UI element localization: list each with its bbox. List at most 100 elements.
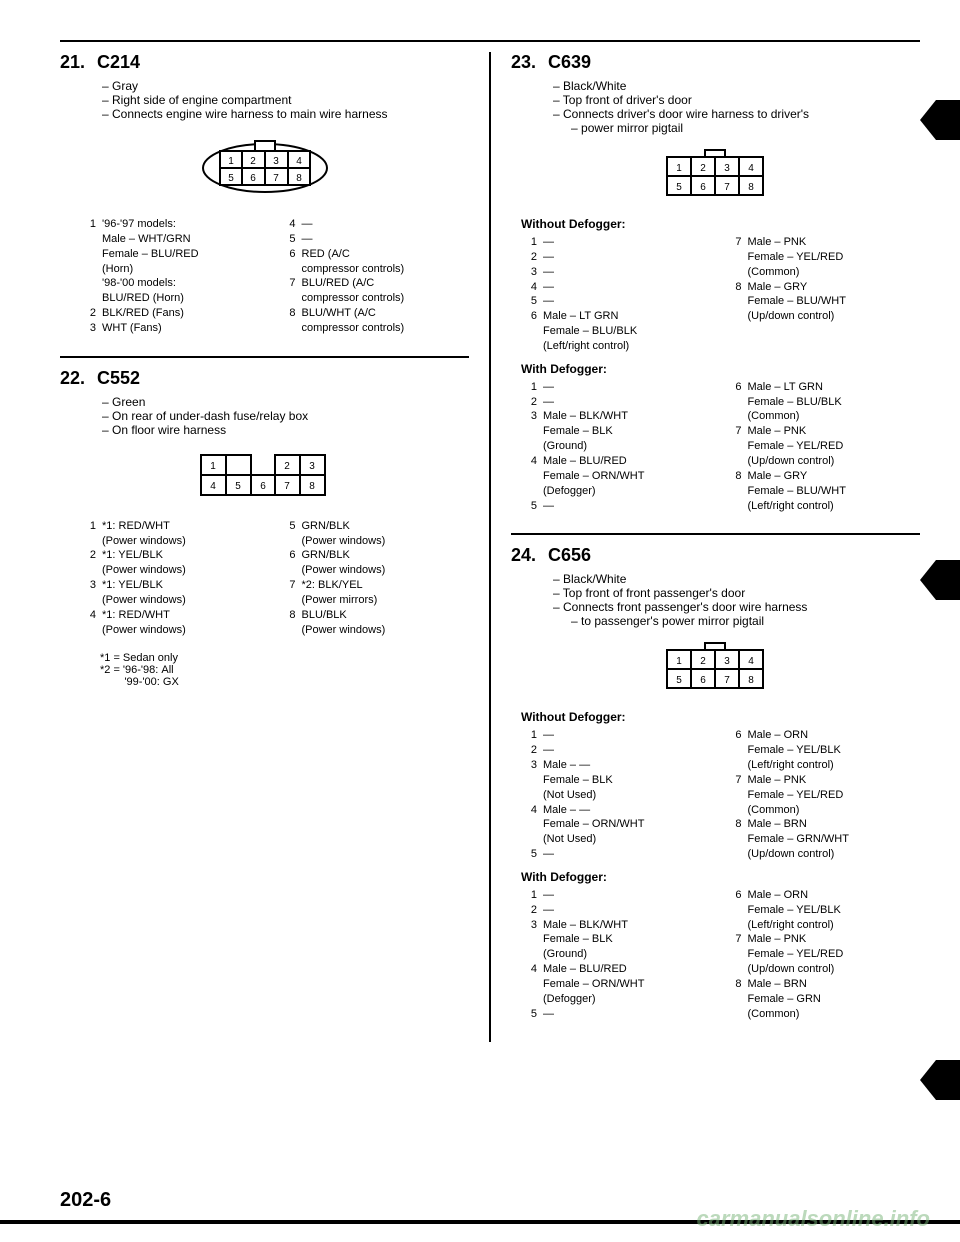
pin-row: 7 Male – PNK xyxy=(726,932,921,947)
pin-row: 1 *1: RED/WHT xyxy=(80,519,270,534)
pin-subline: (Defogger) xyxy=(543,484,716,499)
pin-group-heading: With Defogger: xyxy=(521,362,920,376)
pin-row: 1 — xyxy=(521,888,716,903)
connector-diagram-icon: 1 2 3 4 5 6 7 8 xyxy=(661,640,771,696)
pin-text: — xyxy=(543,280,716,295)
pin-row: 4 Male – — xyxy=(521,803,716,818)
pin-text: Male – ORN xyxy=(748,888,921,903)
pin-text: Male – PNK xyxy=(748,932,921,947)
pin-subline: (Left/right control) xyxy=(543,339,716,354)
pin-text: *1: RED/WHT xyxy=(102,608,270,623)
pin-subline: (Horn) xyxy=(102,262,270,277)
pin-number: 4 xyxy=(521,280,537,295)
pin-row: 2 — xyxy=(521,250,716,265)
svg-text:6: 6 xyxy=(260,481,266,492)
pin-columns: 1 — 2 — 3 — 4 — 5 — 6 Male – LT GRNFemal… xyxy=(521,235,920,354)
pin-row: 5 — xyxy=(521,294,716,309)
pin-row: 4 — xyxy=(280,217,470,232)
section-number: 21. xyxy=(60,52,85,73)
pin-text: *1: RED/WHT xyxy=(102,519,270,534)
connector-id: C552 xyxy=(97,368,140,389)
pin-row: 1 '96-'97 models: xyxy=(80,217,270,232)
column-left: 21. C214 GrayRight side of engine compart… xyxy=(60,52,469,1042)
pin-number: 6 xyxy=(726,380,742,395)
pin-column: 7 Male – PNKFemale – YEL/RED(Common) 8 M… xyxy=(726,235,921,354)
pin-number: 2 xyxy=(80,548,96,563)
desc-line: Gray xyxy=(102,79,469,93)
connector-diagram: 1 2 3 4 5 6 7 8 xyxy=(60,449,469,505)
pin-text: Male – GRY xyxy=(748,469,921,484)
svg-text:6: 6 xyxy=(700,182,706,193)
pin-subline: (Power windows) xyxy=(102,534,270,549)
pin-text: Male – PNK xyxy=(748,235,921,250)
pin-row: 4 — xyxy=(521,280,716,295)
pin-row: 7 *2: BLK/YEL xyxy=(280,578,470,593)
desc-line: On rear of under-dash fuse/relay box xyxy=(102,409,469,423)
pin-text: — xyxy=(543,743,716,758)
pin-number: 3 xyxy=(521,918,537,933)
pin-number: 4 xyxy=(521,454,537,469)
pin-number: 2 xyxy=(521,250,537,265)
connector-diagram: 1 2 3 4 5 6 7 8 xyxy=(511,147,920,203)
pin-subline: (Up/down control) xyxy=(748,309,921,324)
pin-number: 3 xyxy=(80,578,96,593)
pin-text: *1: YEL/BLK xyxy=(102,548,270,563)
pin-text: — xyxy=(543,888,716,903)
pin-text: GRN/BLK xyxy=(302,548,470,563)
pin-subline: (Not Used) xyxy=(543,832,716,847)
pin-subline: (Common) xyxy=(748,265,921,280)
pin-group-heading: Without Defogger: xyxy=(521,710,920,724)
svg-text:2: 2 xyxy=(284,461,290,472)
pin-number: 8 xyxy=(726,280,742,295)
svg-text:5: 5 xyxy=(676,182,682,193)
pin-number: 7 xyxy=(280,578,296,593)
pin-text: Male – PNK xyxy=(748,424,921,439)
svg-text:1: 1 xyxy=(228,156,234,167)
section-header: 23. C639 xyxy=(511,52,920,73)
desc-line: Connects front passenger's door wire har… xyxy=(553,600,920,614)
pin-number: 1 xyxy=(521,728,537,743)
desc-line: Right side of engine compartment xyxy=(102,93,469,107)
pin-number: 8 xyxy=(280,306,296,321)
pin-number: 5 xyxy=(521,499,537,514)
pin-text: — xyxy=(543,380,716,395)
pin-columns: 1 *1: RED/WHT(Power windows) 2 *1: YEL/B… xyxy=(80,519,469,638)
pin-number: 3 xyxy=(521,409,537,424)
pin-text: — xyxy=(543,847,716,862)
pin-number: 1 xyxy=(521,888,537,903)
desc-line: Top front of front passenger's door xyxy=(553,586,920,600)
pin-text: — xyxy=(543,1007,716,1022)
pin-subline: Female – GRN/WHT xyxy=(748,832,921,847)
pin-subline: Female – BLU/BLK xyxy=(748,395,921,410)
pin-number: 6 xyxy=(521,309,537,324)
section-number: 23. xyxy=(511,52,536,73)
pin-text: Male – GRY xyxy=(748,280,921,295)
desc-line: Green xyxy=(102,395,469,409)
pin-row: 2 — xyxy=(521,395,716,410)
section-header: 24. C656 xyxy=(511,545,920,566)
section-header: 22. C552 xyxy=(60,368,469,389)
desc-line: Top front of driver's door xyxy=(553,93,920,107)
pin-row: 6 RED (A/C xyxy=(280,247,470,262)
pin-text: — xyxy=(302,232,470,247)
pin-number: 5 xyxy=(521,294,537,309)
pin-subline: (Power windows) xyxy=(302,534,470,549)
pin-number: 4 xyxy=(280,217,296,232)
pin-number: 3 xyxy=(80,321,96,336)
desc-line: to passenger's power mirror pigtail xyxy=(571,614,920,628)
svg-text:1: 1 xyxy=(210,461,216,472)
pin-row: 8 Male – GRY xyxy=(726,280,921,295)
pin-column: 1 '96-'97 models:Male – WHT/GRNFemale – … xyxy=(80,217,270,336)
pin-text: *1: YEL/BLK xyxy=(102,578,270,593)
pin-column: 4 — 5 — 6 RED (A/Ccompressor controls) 7… xyxy=(280,217,470,336)
pin-row: 4 *1: RED/WHT xyxy=(80,608,270,623)
pin-text: BLK/RED (Fans) xyxy=(102,306,270,321)
svg-text:4: 4 xyxy=(296,156,302,167)
pin-group-heading: Without Defogger: xyxy=(521,217,920,231)
section-header: 21. C214 xyxy=(60,52,469,73)
pin-subline: (Defogger) xyxy=(543,992,716,1007)
pin-text: Male – LT GRN xyxy=(748,380,921,395)
pin-subline: BLU/RED (Horn) xyxy=(102,291,270,306)
pin-subline: (Left/right control) xyxy=(748,758,921,773)
pin-subline: compressor controls) xyxy=(302,321,470,336)
